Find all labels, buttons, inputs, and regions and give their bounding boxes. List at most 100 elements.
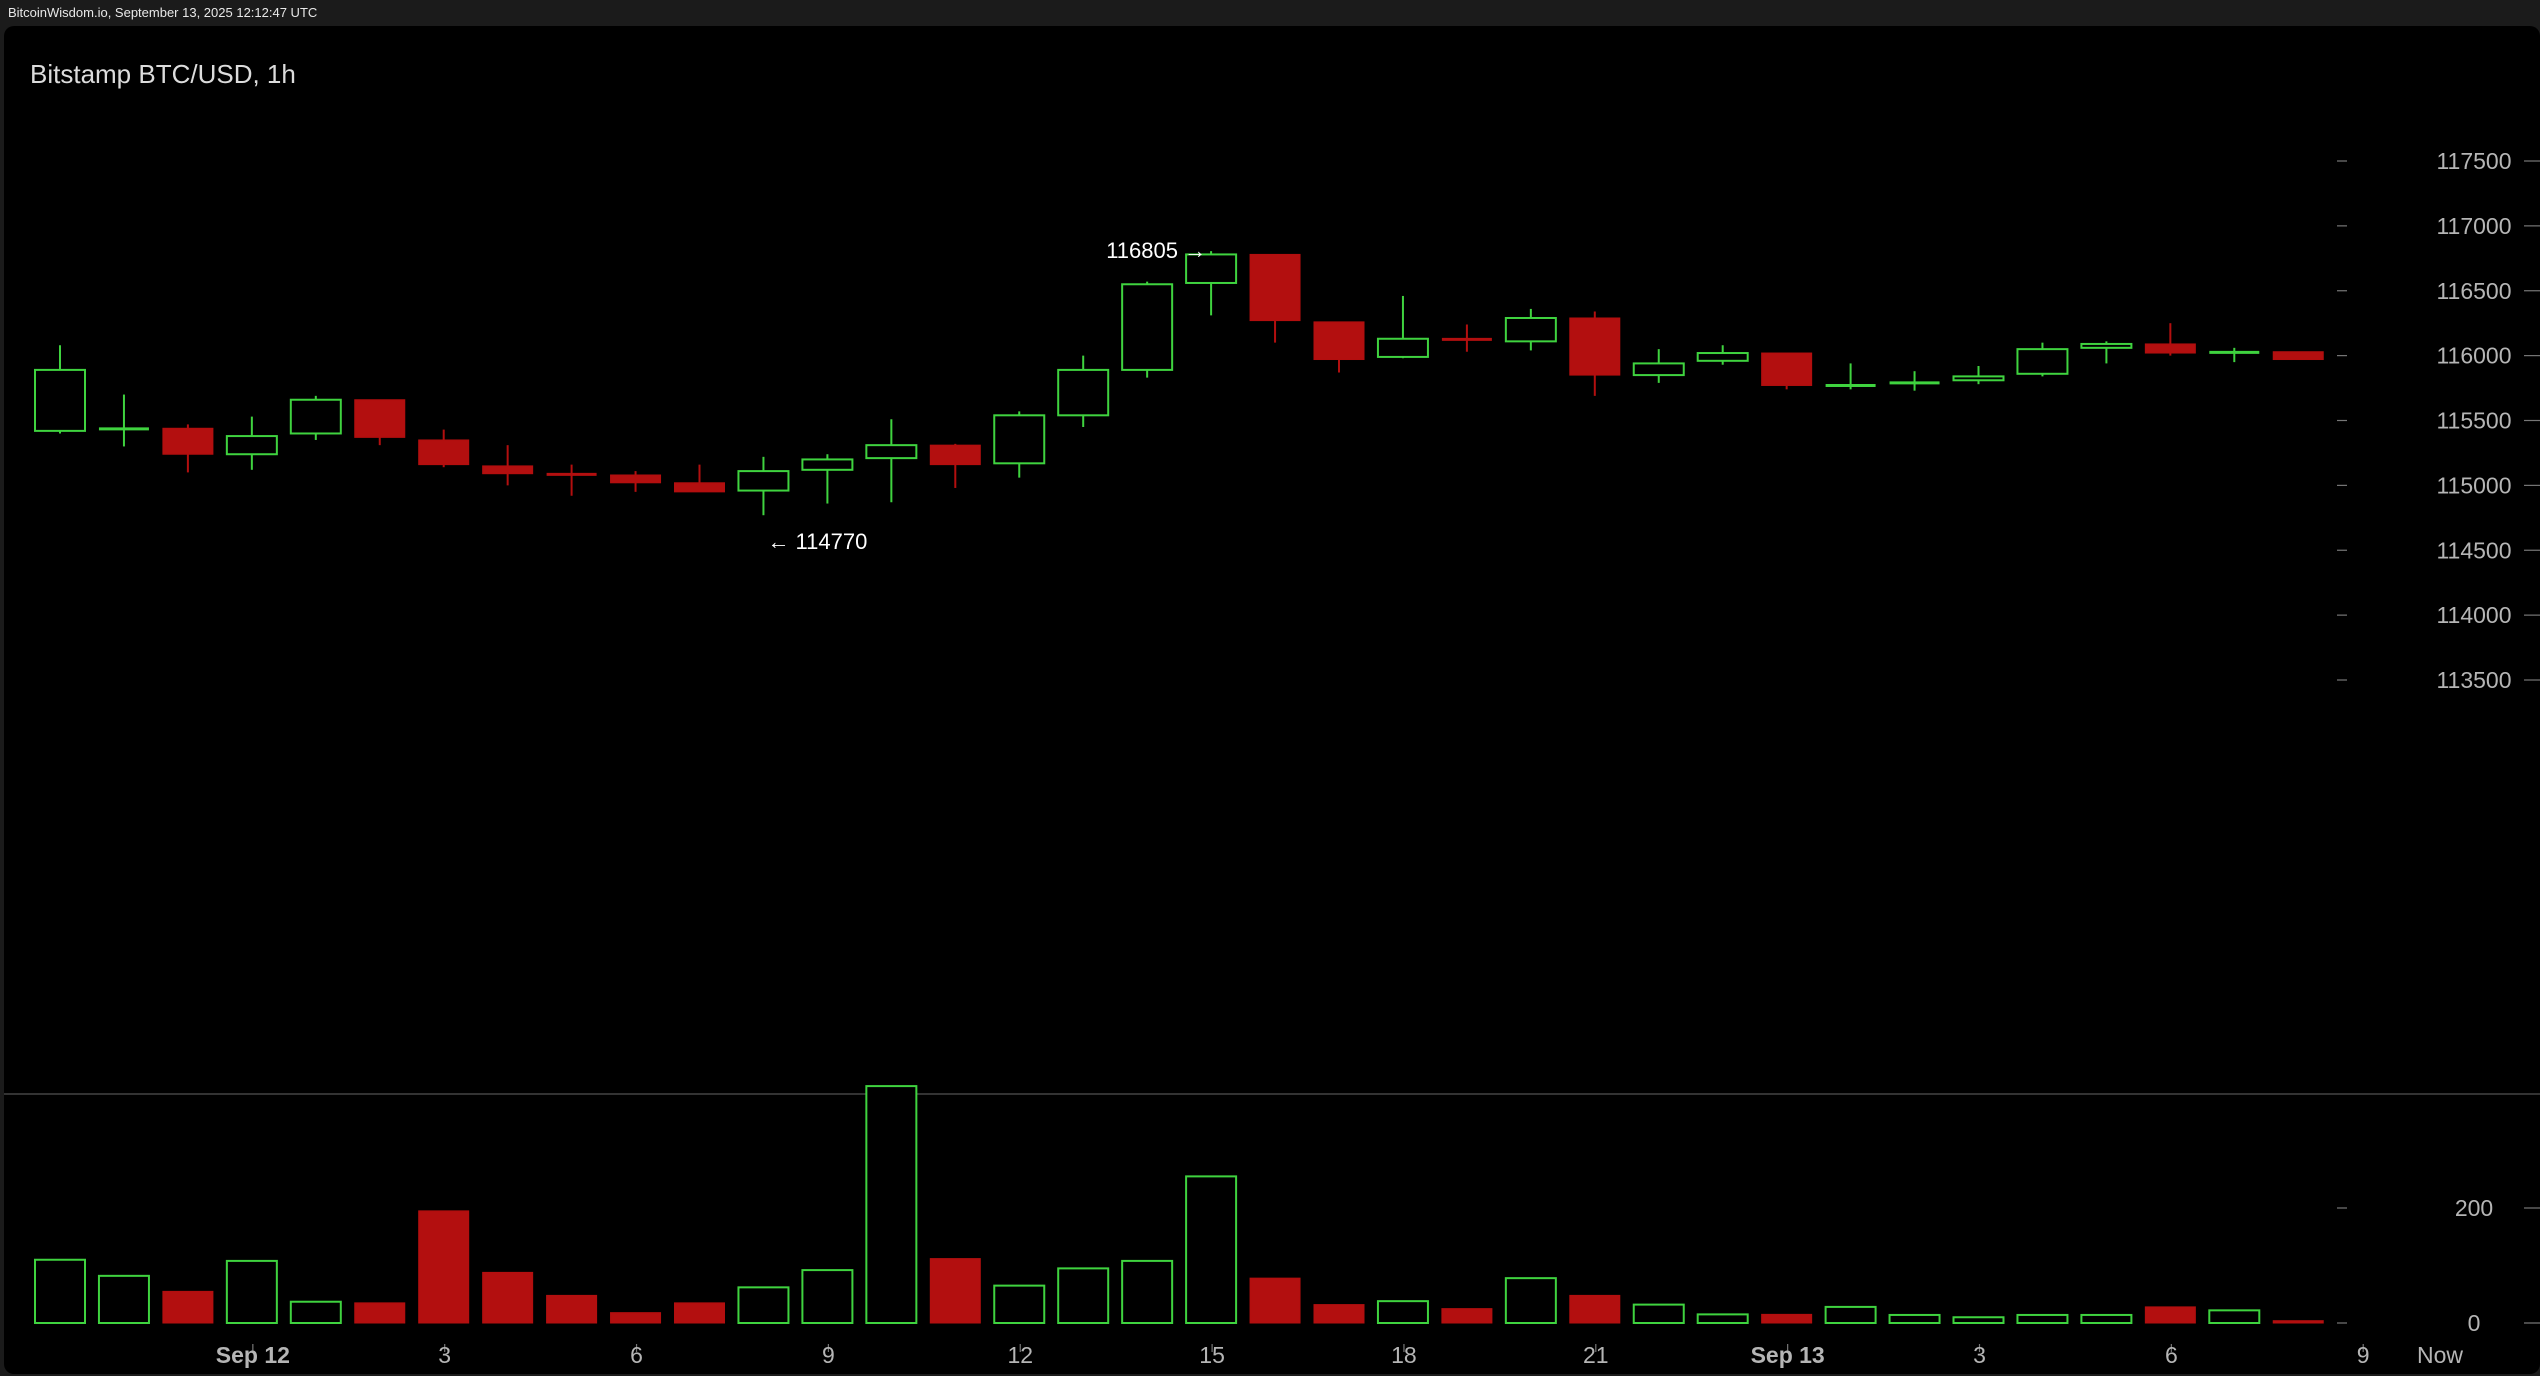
candle-body — [1313, 321, 1365, 361]
price-tick-label: 114500 — [2436, 537, 2511, 563]
candle-body — [162, 427, 214, 455]
now-label: Now — [2417, 1342, 2463, 1368]
candle — [1504, 308, 1557, 351]
source-line: BitcoinWisdom.io, September 13, 2025 12:… — [8, 5, 318, 20]
candle-body — [610, 474, 662, 484]
candle-body — [1057, 368, 1110, 417]
volume-bar — [418, 1210, 470, 1324]
volume-bar — [1952, 1316, 2005, 1324]
candle — [1376, 295, 1429, 359]
candle-body — [1632, 362, 1685, 377]
volume-bar — [1888, 1313, 1941, 1324]
volume-bar — [1185, 1175, 1238, 1324]
candlestick-chart[interactable]: 113500 114000 114500 115000 115500 116000 1165… — [4, 26, 2540, 1374]
candle-body — [2016, 348, 2069, 375]
volume-tick-label: 0 — [2468, 1310, 2481, 1336]
volume-bar — [1632, 1303, 1685, 1324]
volume-bar — [801, 1269, 854, 1324]
candle — [1441, 324, 1492, 352]
candle — [2209, 347, 2260, 363]
candle-body — [1376, 337, 1429, 358]
candle — [162, 424, 214, 473]
volume-bar — [929, 1258, 981, 1324]
candle — [801, 454, 854, 504]
time-tick-label: 6 — [630, 1342, 643, 1368]
candle-body — [34, 368, 86, 432]
time-tick-label: 9 — [2357, 1342, 2370, 1368]
volume-bar — [1249, 1277, 1301, 1324]
candle-body — [354, 399, 406, 438]
candle — [865, 419, 918, 503]
time-tick-label: 3 — [1973, 1342, 1986, 1368]
volume-bar — [2080, 1313, 2133, 1324]
candle — [1889, 371, 1940, 391]
volume-bar — [2144, 1306, 2196, 1324]
volume-bar — [1376, 1300, 1429, 1325]
candle — [546, 464, 597, 496]
time-tick-label: Sep 13 — [1751, 1342, 1825, 1368]
price-tick-label: 115000 — [2436, 472, 2511, 498]
volume-bar — [610, 1312, 662, 1324]
candle — [1825, 363, 1876, 390]
time-axis: Sep 12 3 6 9 12 15 18 21 Sep 13 3 6 9 Now — [216, 1342, 2464, 1368]
volume-bars — [34, 1085, 2324, 1325]
candle-body — [225, 435, 278, 456]
candle — [2016, 342, 2069, 377]
volume-bar — [1441, 1308, 1493, 1324]
candle-body — [1504, 316, 1557, 343]
volume-bar — [2208, 1309, 2261, 1324]
candle-body — [2080, 342, 2133, 349]
price-tick-label: 114000 — [2436, 602, 2511, 628]
volume-bar — [162, 1290, 214, 1324]
candle-body — [1761, 352, 1813, 386]
time-tick-label: 21 — [1583, 1342, 1609, 1368]
candle-body — [929, 444, 981, 466]
volume-bar — [354, 1302, 406, 1324]
candle-body — [1952, 375, 2005, 382]
candle — [289, 395, 342, 440]
volume-bar — [1761, 1313, 1813, 1324]
candle — [1249, 253, 1301, 343]
candle — [1185, 251, 1238, 316]
candle — [34, 345, 86, 434]
time-tick-label: 15 — [1199, 1342, 1225, 1368]
candle — [2272, 351, 2324, 361]
volume-bar — [737, 1286, 790, 1324]
candle-body — [1569, 317, 1621, 376]
candle-body — [674, 482, 725, 493]
candle — [737, 456, 790, 516]
time-tick-label: 3 — [438, 1342, 451, 1368]
candle-body — [801, 458, 854, 471]
volume-bar — [1504, 1277, 1557, 1325]
candle-body — [865, 444, 918, 460]
price-axis: 113500 114000 114500 115000 115500 116000 1165… — [2337, 148, 2540, 693]
volume-bar — [289, 1300, 342, 1324]
candle — [1121, 281, 1174, 378]
volume-bar — [2272, 1320, 2324, 1324]
volume-bar — [1121, 1259, 1174, 1325]
candle-body — [289, 398, 342, 435]
volume-bar — [1696, 1313, 1749, 1324]
volume-bar — [2016, 1313, 2069, 1324]
candle — [610, 471, 662, 492]
price-tick-label: 115500 — [2436, 408, 2511, 434]
candle — [225, 416, 278, 470]
time-tick-label: 18 — [1391, 1342, 1417, 1368]
volume-bar — [546, 1294, 598, 1324]
price-tick-label: 116500 — [2436, 278, 2511, 304]
candle — [354, 399, 406, 446]
candle — [929, 443, 981, 488]
candle-body — [2144, 343, 2196, 354]
candles — [34, 251, 2324, 516]
candle — [98, 394, 149, 447]
volume-bar — [1057, 1267, 1110, 1324]
price-tick-label: 113500 — [2436, 667, 2511, 693]
volume-axis: 0 200 — [2337, 1195, 2540, 1336]
candle-body — [993, 414, 1046, 465]
candle-body — [737, 470, 790, 492]
chart-panel: 113500 114000 114500 115000 115500 116000 1165… — [4, 26, 2540, 1374]
price-tick-label: 116000 — [2436, 343, 2511, 369]
candle-body — [1185, 253, 1238, 284]
candle — [2144, 323, 2196, 356]
candle-body — [2272, 351, 2324, 361]
